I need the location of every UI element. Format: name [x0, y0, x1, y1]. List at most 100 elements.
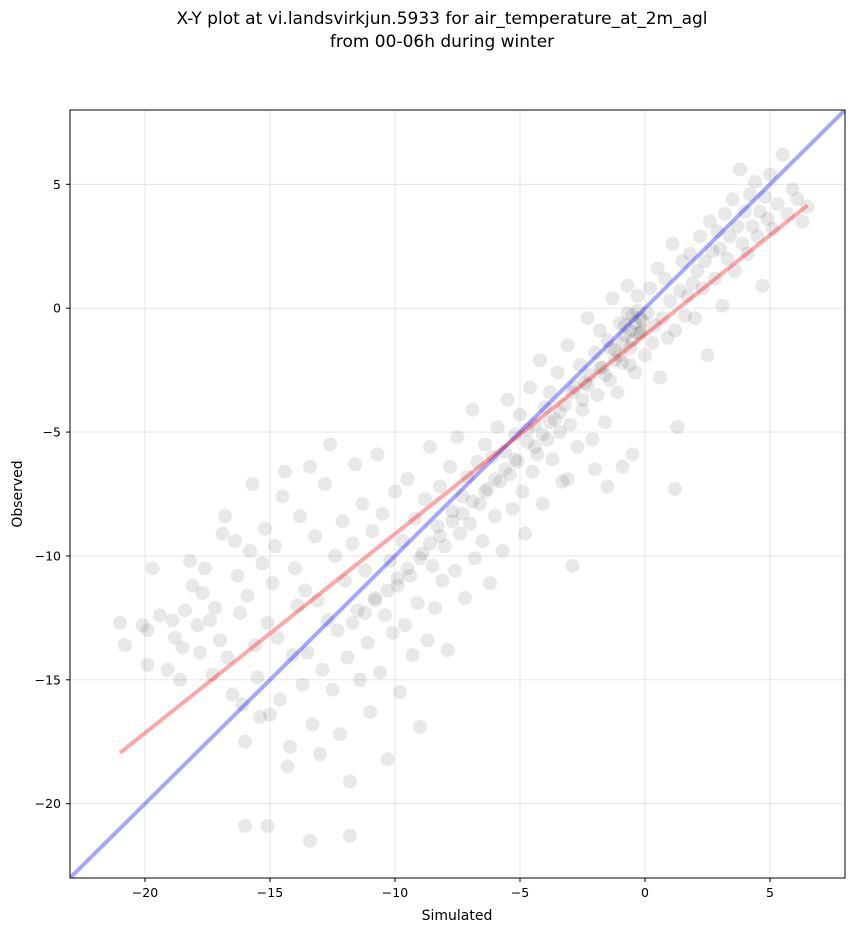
data-point	[543, 385, 557, 400]
data-point	[303, 459, 317, 474]
data-point	[213, 633, 227, 648]
data-point	[235, 697, 250, 712]
data-point	[510, 454, 525, 469]
data-point	[178, 603, 192, 618]
data-point	[568, 380, 582, 395]
data-point	[700, 348, 715, 363]
data-point	[378, 608, 392, 623]
data-point	[355, 496, 370, 511]
data-point	[263, 707, 277, 722]
data-point	[588, 345, 602, 360]
y-tick-label: −10	[35, 548, 61, 563]
data-point	[413, 551, 427, 566]
data-point	[780, 207, 795, 222]
data-point	[738, 204, 752, 219]
data-point	[425, 558, 440, 573]
data-point	[590, 387, 605, 402]
data-point	[558, 397, 572, 412]
data-point	[630, 288, 645, 303]
data-point	[290, 598, 305, 613]
data-point	[303, 833, 317, 848]
data-point	[618, 328, 632, 343]
data-point	[455, 489, 470, 504]
data-point	[735, 236, 750, 251]
data-point	[448, 563, 462, 578]
data-point	[375, 506, 390, 521]
data-point	[525, 464, 540, 479]
data-point	[423, 536, 437, 551]
data-point	[595, 360, 610, 375]
data-point	[688, 311, 702, 326]
data-point	[758, 189, 772, 204]
data-point	[518, 526, 532, 541]
data-point	[445, 514, 460, 529]
data-point	[298, 583, 312, 598]
data-point	[800, 199, 815, 214]
data-point	[483, 576, 497, 591]
data-point	[655, 311, 670, 326]
data-point	[478, 484, 492, 499]
data-point	[730, 219, 745, 234]
data-point	[198, 561, 212, 576]
data-point	[400, 561, 415, 576]
y-axis: −20 −15 −10 −5 0 5	[35, 177, 70, 811]
data-point	[260, 818, 275, 833]
data-point	[545, 452, 560, 467]
data-point	[248, 638, 262, 653]
data-point	[753, 204, 767, 219]
data-point	[310, 593, 325, 608]
data-point	[775, 147, 790, 162]
identity-line	[70, 110, 845, 878]
data-point	[588, 462, 602, 477]
data-point	[323, 437, 337, 452]
data-point	[605, 291, 620, 306]
data-point	[460, 469, 475, 484]
data-point	[395, 534, 410, 549]
data-point	[135, 618, 150, 633]
data-point	[420, 633, 435, 648]
x-axis-label: Simulated	[422, 908, 493, 924]
data-point	[610, 385, 625, 400]
data-point	[535, 427, 550, 442]
data-point	[245, 477, 260, 492]
data-point	[630, 325, 645, 340]
data-point	[633, 311, 647, 326]
data-point	[185, 578, 200, 593]
data-point	[165, 613, 180, 628]
data-point	[630, 303, 645, 318]
data-point	[440, 643, 455, 658]
data-point	[405, 648, 420, 663]
data-point	[628, 365, 642, 380]
data-point	[578, 375, 592, 390]
data-point	[113, 615, 127, 630]
data-point	[635, 313, 650, 328]
data-point	[168, 630, 182, 645]
data-point	[625, 308, 640, 323]
data-point	[740, 246, 755, 261]
data-point	[550, 365, 565, 380]
data-point	[140, 657, 155, 672]
data-point	[415, 546, 430, 561]
data-point	[555, 474, 570, 489]
data-point	[208, 600, 222, 615]
data-point	[195, 586, 210, 601]
data-point	[675, 254, 690, 269]
data-point	[760, 212, 775, 227]
y-tick-label: 5	[53, 177, 61, 192]
x-axis: −20 −15 −10 −5 0 5	[132, 878, 774, 900]
data-point	[500, 392, 515, 407]
grid-lines	[70, 110, 845, 878]
data-point	[368, 591, 382, 606]
data-point	[598, 368, 612, 383]
data-point	[565, 558, 580, 573]
data-point	[528, 417, 542, 432]
data-point	[708, 271, 722, 286]
data-point	[345, 615, 360, 630]
data-point	[703, 214, 717, 229]
data-point	[380, 752, 395, 767]
data-point	[335, 514, 350, 529]
data-point	[153, 608, 167, 623]
data-point	[615, 459, 630, 474]
data-point	[665, 236, 680, 251]
data-point	[433, 529, 447, 544]
